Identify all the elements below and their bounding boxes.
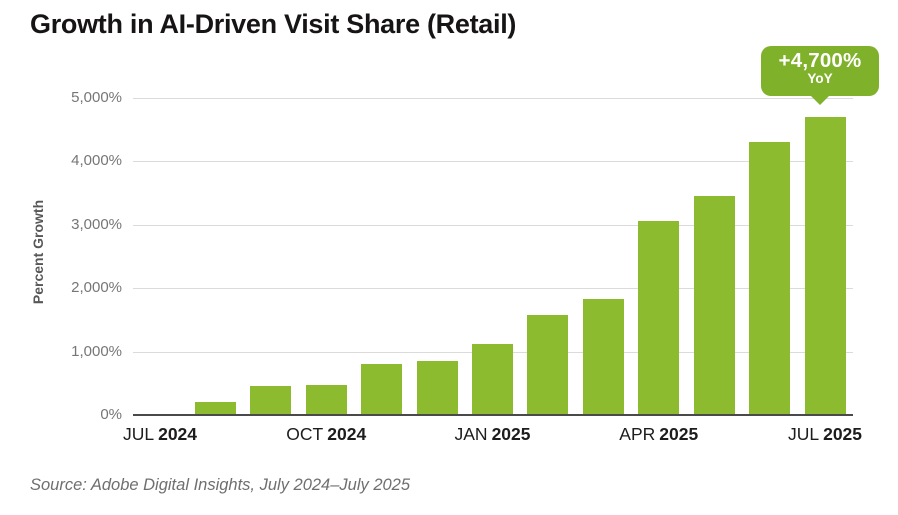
bar <box>527 314 569 415</box>
gridline <box>133 98 853 99</box>
x-tick-year: 2024 <box>158 424 198 444</box>
x-tick-label: JUL 2024 <box>123 424 197 445</box>
x-tick-year: 2025 <box>823 424 863 444</box>
bar <box>693 195 735 415</box>
bar <box>638 220 680 415</box>
x-tick-month: JAN <box>454 424 488 444</box>
x-tick-label: JUL 2025 <box>788 424 862 445</box>
bar <box>250 386 292 415</box>
x-tick-year: 2025 <box>491 424 531 444</box>
x-tick-label: JAN 2025 <box>455 424 531 445</box>
x-tick-label: OCT 2024 <box>286 424 366 445</box>
y-tick-label: 0% <box>100 406 122 423</box>
bar <box>749 142 791 415</box>
y-tick-label: 1,000% <box>71 342 122 360</box>
gridline <box>133 224 853 226</box>
bar <box>582 298 624 415</box>
y-tick-label: 4,000% <box>71 152 122 170</box>
y-tick-label: 3,000% <box>71 215 122 233</box>
chart-title: Growth in AI-Driven Visit Share (Retail) <box>30 9 517 39</box>
bar <box>361 364 403 415</box>
x-tick-month: JUL <box>787 424 820 444</box>
x-tick-month: APR <box>619 424 656 444</box>
bar <box>472 343 513 415</box>
bar <box>194 402 236 415</box>
bar <box>416 361 458 415</box>
gridline <box>133 288 853 290</box>
source-note: Source: Adobe Digital Insights, July 202… <box>30 476 411 494</box>
bar <box>305 384 347 415</box>
plot-area: Percent Growth 0% 1,000% 2,000% 3,000% 4,000… <box>30 89 862 445</box>
x-axis-line <box>133 414 853 416</box>
bar <box>804 117 846 415</box>
callout-value: +4,700% <box>778 49 862 72</box>
x-tick-label: APR 2025 <box>619 424 698 445</box>
x-tick-year: 2025 <box>659 424 699 444</box>
x-tick-month: JUL <box>122 424 155 444</box>
gridline <box>133 161 853 163</box>
callout-pointer-icon <box>807 92 833 105</box>
callout-badge: +4,700% YoY <box>761 46 879 105</box>
x-tick-month: OCT <box>286 424 324 444</box>
y-tick-label: 5,000% <box>71 89 122 106</box>
callout-period: YoY <box>807 71 833 86</box>
y-tick-label: 2,000% <box>71 279 122 297</box>
x-tick-year: 2024 <box>327 424 367 444</box>
